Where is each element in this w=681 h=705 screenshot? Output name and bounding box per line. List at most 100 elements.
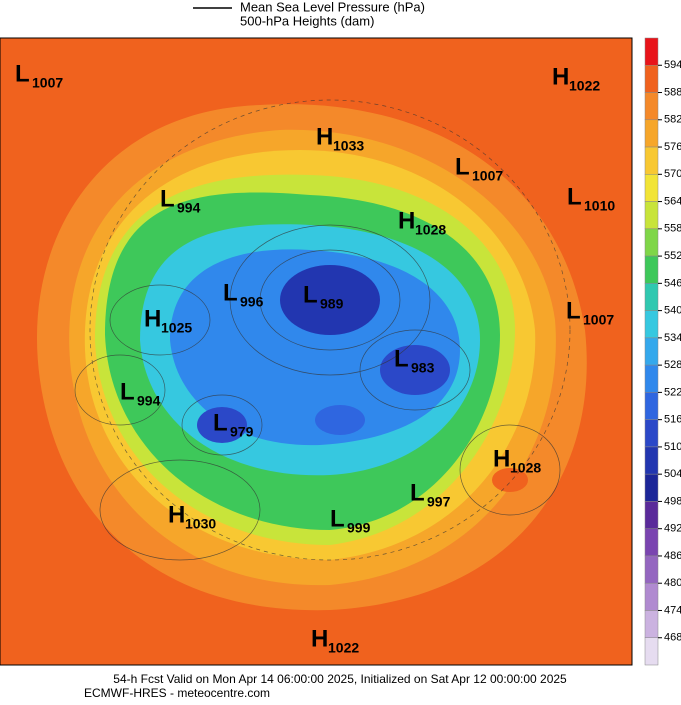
colorbar-cell: [644, 364, 659, 393]
colorbar-cell: [644, 37, 659, 66]
center-pressure: 989: [320, 296, 344, 312]
colorbar-label: 480: [664, 577, 681, 589]
colorbar-cell: [644, 610, 659, 638]
colorbar-label: 558: [664, 223, 681, 235]
center-pressure: 999: [347, 520, 371, 536]
colorbar-label: 522: [664, 386, 681, 398]
center-kind: H: [144, 305, 161, 332]
center-pressure: 1033: [333, 138, 364, 154]
colorbar-cell: [644, 392, 659, 420]
field-band: [170, 249, 460, 446]
center-kind: H: [398, 207, 415, 234]
field-core: [492, 468, 528, 492]
center-kind: H: [552, 63, 569, 90]
field-core: [197, 407, 247, 443]
center-kind: L: [213, 409, 228, 436]
center-kind: L: [455, 153, 470, 180]
colorbar-cell: [644, 501, 659, 529]
center-pressure: 1007: [472, 168, 503, 184]
colorbar-label: 504: [664, 468, 681, 480]
center-pressure: 994: [137, 393, 161, 409]
center-pressure: 979: [230, 424, 254, 440]
colorbar-label: 588: [664, 86, 681, 98]
colorbar-label: 492: [664, 523, 681, 535]
colorbar-cell: [644, 228, 659, 257]
center-kind: L: [15, 60, 30, 87]
center-kind: L: [567, 183, 582, 210]
center-pressure: 1030: [185, 516, 216, 532]
colorbar-label: 534: [664, 332, 681, 344]
center-pressure: 1010: [584, 198, 615, 214]
center-pressure: 994: [177, 200, 201, 216]
colorbar-cell: [644, 174, 659, 202]
colorbar-cell: [644, 582, 659, 611]
colorbar-cell: [644, 310, 659, 339]
center-kind: L: [223, 279, 238, 306]
colorbar-label: 576: [664, 141, 681, 153]
footer-text: ECMWF-HRES - meteocentre.com: [84, 686, 270, 700]
center-kind: L: [394, 345, 409, 372]
center-pressure: 1028: [510, 460, 541, 476]
colorbar-cell: [644, 283, 659, 311]
footer-text: 54-h Fcst Valid on Mon Apr 14 06:00:00 2…: [113, 672, 567, 686]
colorbar-cell: [644, 446, 659, 475]
colorbar-cell: [644, 65, 659, 93]
center-pressure: 997: [427, 494, 451, 510]
colorbar-cell: [644, 419, 659, 448]
center-kind: H: [316, 123, 333, 150]
colorbar-label: 498: [664, 495, 681, 507]
center-pressure: 1007: [583, 312, 614, 328]
center-kind: L: [160, 185, 175, 212]
colorbar-label: 516: [664, 414, 681, 426]
legend-line-text: Mean Sea Level Pressure (hPa): [240, 0, 425, 14]
colorbar-cell: [644, 146, 659, 175]
colorbar-cell: [644, 119, 659, 148]
colorbar-cell: [644, 528, 659, 557]
center-pressure: 1025: [161, 320, 192, 336]
colorbar-label: 564: [664, 195, 681, 207]
height-field: [0, 38, 632, 665]
legend-fill-text: 500-hPa Heights (dam): [240, 13, 374, 28]
field-core: [380, 345, 450, 395]
colorbar-label: 552: [664, 250, 681, 262]
colorbar-label: 486: [664, 550, 681, 562]
center-kind: L: [120, 378, 135, 405]
field-core: [280, 265, 380, 335]
colorbar-cell: [644, 92, 659, 121]
map-frame: [0, 37, 633, 666]
center-pressure: 1022: [569, 78, 600, 94]
colorbar-label: 540: [664, 305, 681, 317]
center-kind: L: [410, 479, 425, 506]
center-pressure: 983: [411, 360, 435, 376]
center-kind: H: [311, 625, 328, 652]
colorbar-cell: [644, 555, 659, 584]
colorbar-cell: [644, 337, 659, 366]
center-pressure: 1022: [328, 640, 359, 656]
center-kind: L: [566, 297, 581, 324]
center-pressure: 996: [240, 294, 264, 310]
colorbar-label: 468: [664, 632, 681, 644]
colorbar-label: 594: [664, 59, 681, 71]
colorbar-label: 570: [664, 168, 681, 180]
colorbar-cell: [644, 255, 659, 284]
colorbar-label: 582: [664, 114, 681, 126]
colorbar-label: 474: [664, 604, 681, 616]
center-kind: H: [493, 445, 510, 472]
colorbar-cell: [644, 473, 659, 502]
field-core: [315, 405, 365, 435]
center-pressure: 1028: [415, 222, 446, 238]
colorbar-cell: [644, 201, 659, 230]
colorbar-label: 546: [664, 277, 681, 289]
colorbar-cell: [644, 637, 659, 666]
center-kind: L: [330, 505, 345, 532]
colorbar-label: 528: [664, 359, 681, 371]
center-kind: H: [168, 501, 185, 528]
center-pressure: 1007: [32, 75, 63, 91]
isobars: [74, 99, 571, 561]
colorbar: 594 588 582 576 570 564 558 552 546 540 534 528 522 5…: [644, 37, 681, 666]
center-kind: L: [303, 281, 318, 308]
colorbar-label: 510: [664, 441, 681, 453]
